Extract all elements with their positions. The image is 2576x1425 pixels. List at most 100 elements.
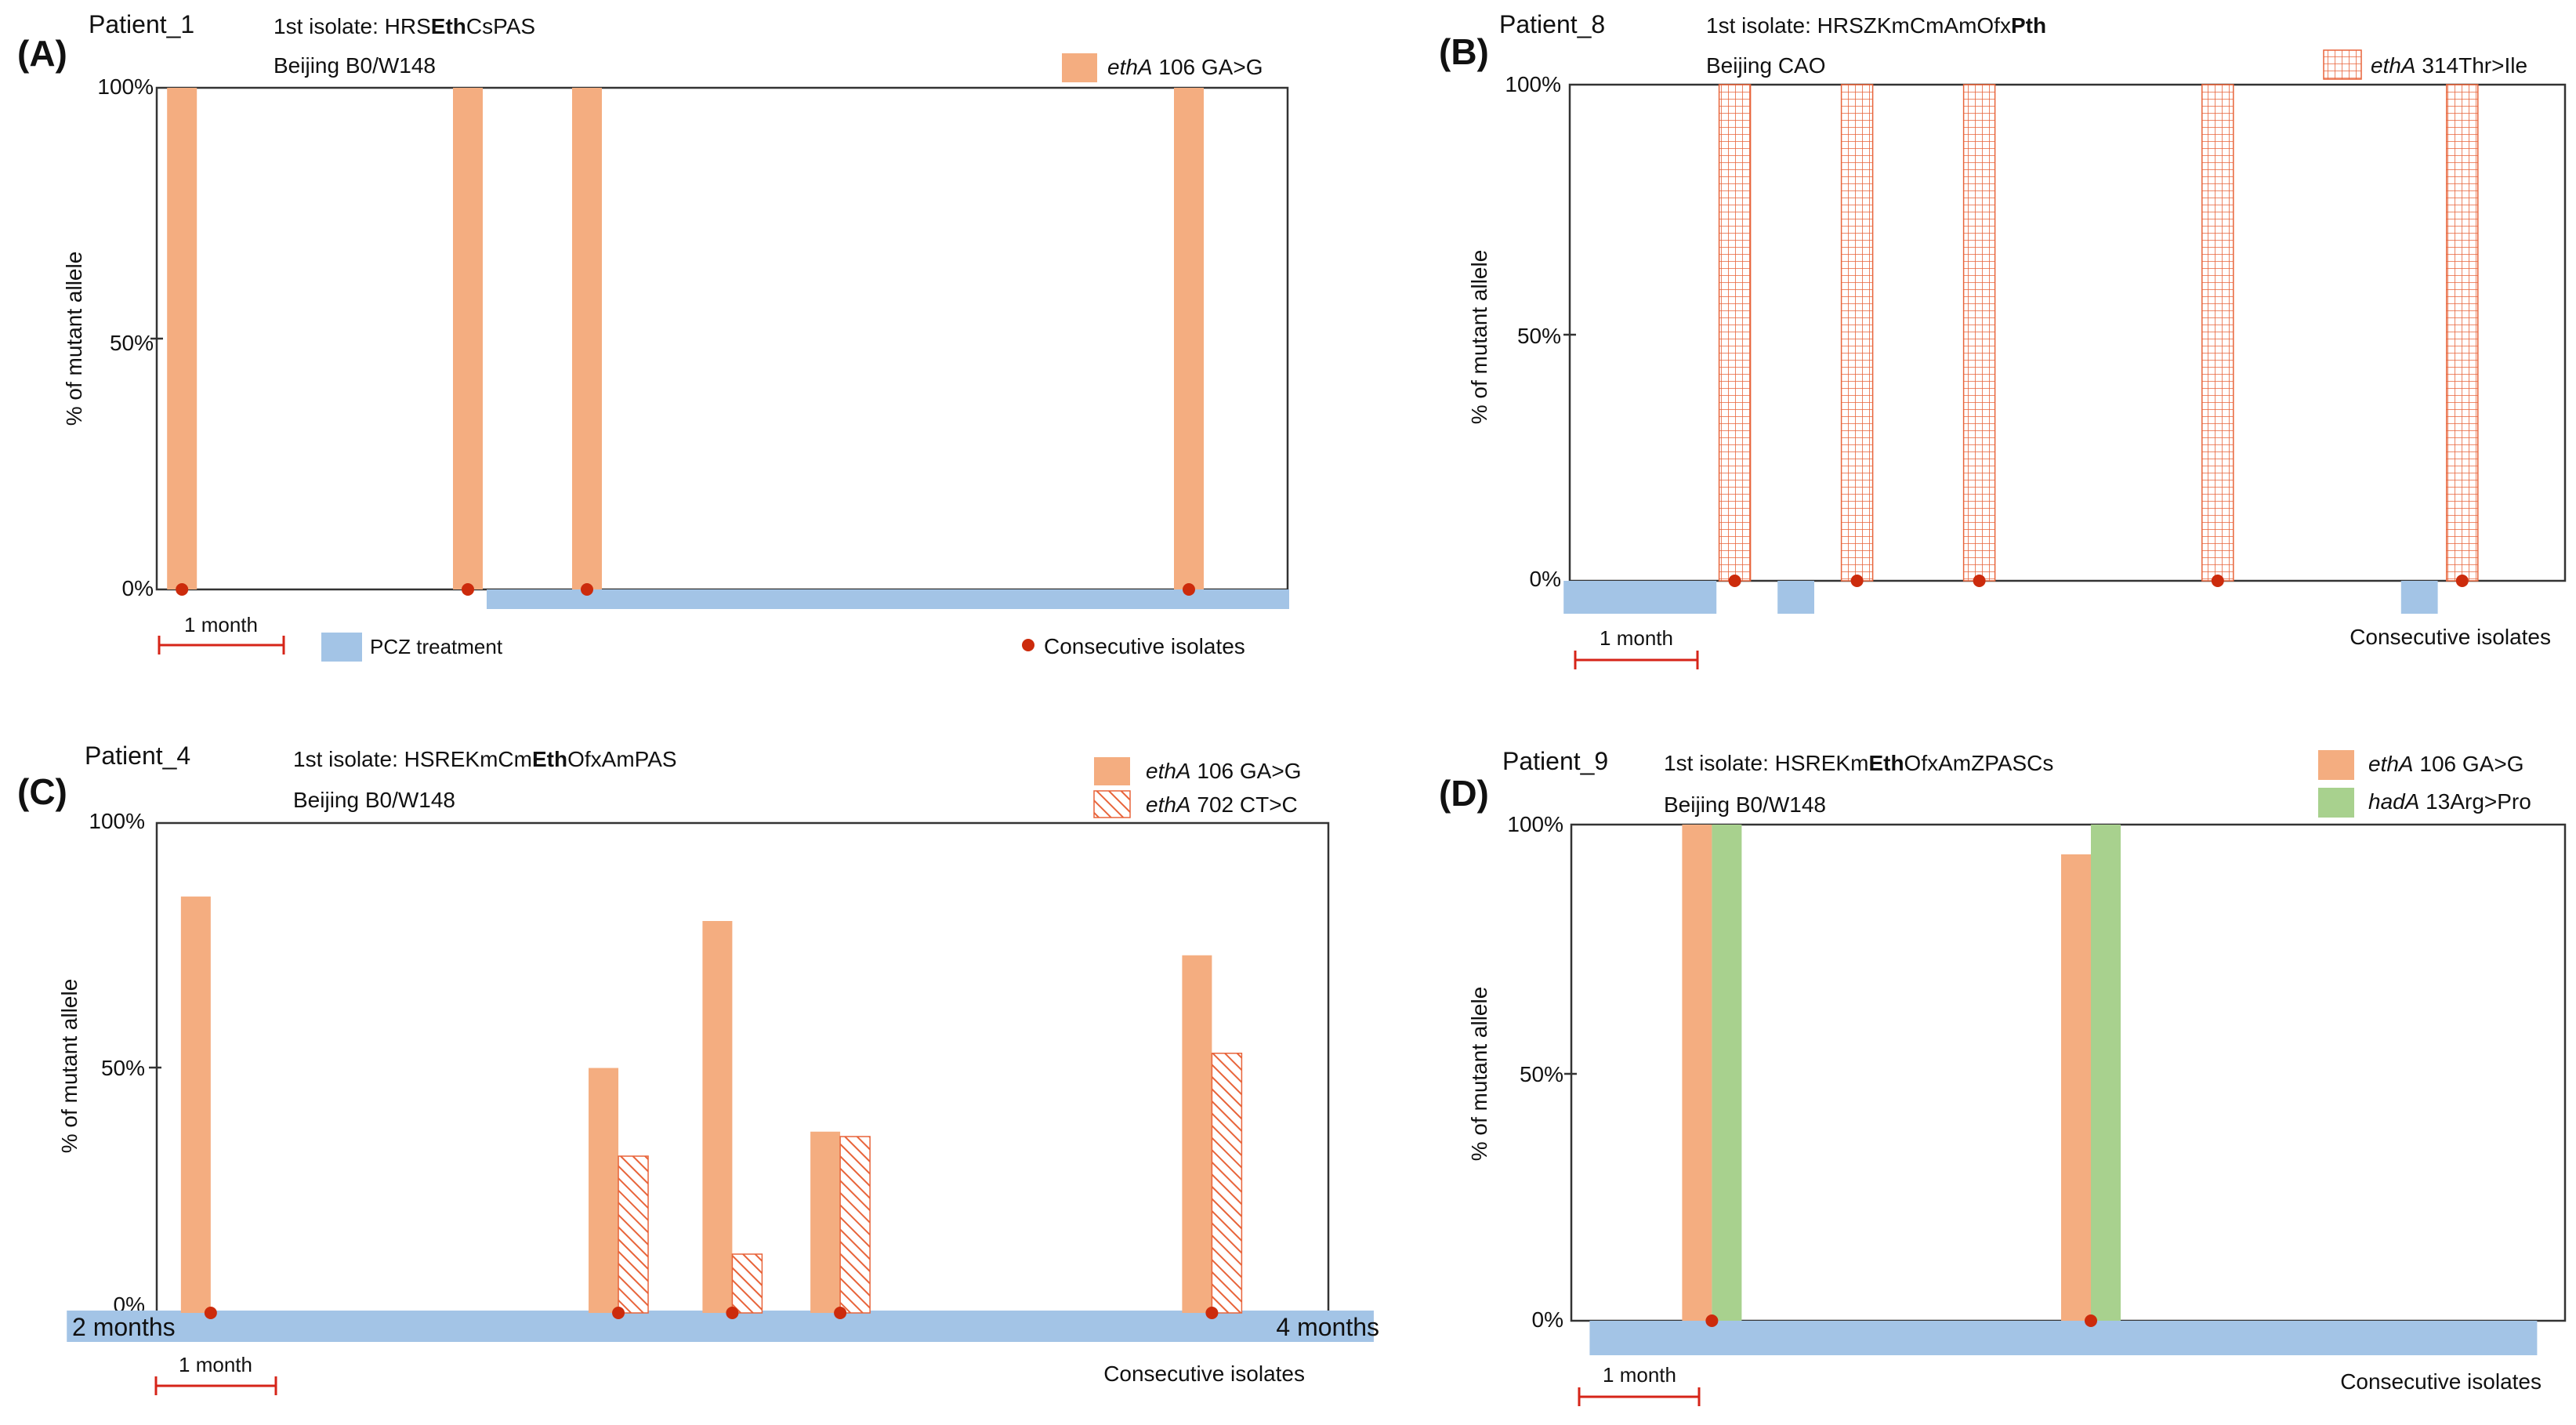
legend-label-etha-106: ethA 106 GA>G	[2368, 752, 2523, 776]
panel-b-plot-frame	[1568, 83, 2567, 582]
legend-label-etha-106: ethA 106 GA>G	[1146, 759, 1301, 783]
panel-a-legend: ethA 106 GA>G	[1062, 53, 1263, 82]
legend-label-hada-13: hadA 13Arg>Pro	[2368, 789, 2531, 814]
panel-a-lineage: Beijing B0/W148	[274, 53, 436, 78]
panel-b-ylabel: % of mutant allele	[1467, 250, 1491, 425]
treatment-band-1	[67, 1311, 1374, 1342]
ytick-100: 100%	[97, 74, 154, 99]
isolate-dot-4	[834, 1307, 847, 1319]
bar-etha-702-ct-c-1	[618, 1155, 649, 1314]
bar-etha-106-ga-g-3	[572, 88, 602, 589]
ytick-50: 50%	[110, 331, 154, 355]
legend-swatch-etha-106	[1094, 757, 1130, 785]
bar-etha-106-ga-g-2	[453, 88, 483, 589]
legend-label-consecutive-isolates: Consecutive isolates	[1044, 634, 1245, 658]
treatment-band-1	[1563, 581, 1717, 614]
panel-a-ylabel: % of mutant allele	[62, 252, 86, 426]
legend-label-etha-702: ethA 702 CT>C	[1146, 792, 1298, 817]
panel-d-letter: (D)	[1439, 773, 1489, 814]
legend-swatch-etha-106	[1062, 53, 1097, 82]
panel-a-plot-frame	[155, 86, 1289, 591]
ytick-100: 100%	[89, 809, 145, 833]
isolate-dot-1	[204, 1307, 217, 1319]
bar-etha-106-ga-g-4	[1174, 88, 1204, 589]
panel-c-letter: (C)	[17, 771, 67, 812]
panel-c-ylabel: % of mutant allele	[57, 979, 82, 1154]
legend-label-etha-314: ethA 314Thr>Ile	[2371, 53, 2527, 78]
ytick-0: 0%	[122, 576, 154, 600]
isolate-dot-2	[1850, 575, 1864, 587]
ytick-100: 100%	[1507, 812, 1563, 836]
ytick-100: 100%	[1505, 72, 1561, 96]
legend-swatch-pcz-treatment	[321, 633, 362, 662]
legend-swatch-etha-106	[2318, 750, 2354, 780]
bar-etha-314thr-ile-4	[2201, 84, 2234, 582]
isolate-dot-2	[2085, 1314, 2097, 1327]
treatment-start-label: 2 months	[72, 1313, 176, 1341]
panel-a-patient: Patient_1	[89, 10, 194, 38]
bar-etha-314thr-ile-1	[1718, 84, 1752, 582]
bar-etha-106-ga-g-5	[1182, 955, 1212, 1313]
bar-etha-106-ga-g-2	[589, 1068, 619, 1313]
panel-b-legend: ethA 314Thr>Ile	[2323, 49, 2527, 80]
legend-label-etha-106: ethA 106 GA>G	[1107, 55, 1263, 79]
legend-swatch-etha-314	[2323, 49, 2362, 80]
panel-c-legend: ethA 106 GA>G ethA 702 CT>C	[1093, 757, 1301, 818]
isolate-dot-2	[462, 583, 474, 596]
panel-d-scale-bar: 1 month	[1578, 1363, 1701, 1406]
treatment-band-3	[2400, 581, 2438, 614]
isolate-dot-2	[612, 1307, 625, 1319]
bar-etha-106-ga-g-1	[167, 88, 197, 589]
isolate-dot-1	[176, 583, 189, 596]
panel-b-bars	[1563, 84, 2479, 614]
scale-bar-label: 1 month	[179, 1353, 252, 1376]
scale-bar-label: 1 month	[1600, 626, 1673, 650]
isolate-dot-4	[2211, 575, 2224, 587]
panel-b-scale-bar: 1 month	[1574, 626, 1699, 669]
panel-b-lineage: Beijing CAO	[1706, 53, 1826, 78]
ytick-0: 0%	[1530, 567, 1561, 591]
isolate-dot-5	[2455, 575, 2469, 587]
isolate-dot-1	[1705, 1314, 1719, 1327]
bar-etha-106-ga-g-1	[180, 896, 211, 1313]
panel-a-bars	[167, 88, 1289, 609]
panel-c: (C) Patient_4 1st isolate: HSREKmCmEthOf…	[17, 742, 1379, 1395]
bar-etha-702-ct-c-2	[731, 1253, 763, 1314]
panel-c-scale-bar: 1 month	[154, 1353, 277, 1395]
panel-b-letter: (B)	[1439, 31, 1489, 72]
panel-d-isolate: 1st isolate: HSREKmEthOfxAmZPASCs	[1664, 751, 2053, 775]
consecutive-isolates-label: Consecutive isolates	[1103, 1362, 1305, 1386]
panel-d-ylabel: % of mutant allele	[1467, 987, 1491, 1162]
legend-isolate-dot	[1022, 639, 1034, 651]
ytick-50: 50%	[1520, 1062, 1563, 1086]
treatment-band-1	[1589, 1321, 2538, 1355]
panel-d-patient: Patient_9	[1502, 747, 1608, 775]
panel-d-bars	[1589, 825, 2538, 1355]
isolate-dot-3	[726, 1307, 739, 1319]
treatment-band-1	[487, 589, 1289, 609]
panel-b-yaxis: 100% 50% 0% % of mutant allele	[1467, 72, 1576, 591]
panel-a-letter: (A)	[17, 33, 67, 74]
panel-c-patient: Patient_4	[85, 742, 190, 770]
panel-c-lineage: Beijing B0/W148	[293, 788, 455, 812]
legend-swatch-hada-13	[2318, 788, 2354, 818]
consecutive-isolates-label: Consecutive isolates	[2340, 1369, 2542, 1394]
bar-etha-106-ga-g-3	[702, 921, 733, 1313]
scale-bar-label: 1 month	[184, 613, 258, 636]
bar-etha-702-ct-c-3	[839, 1136, 871, 1314]
ytick-0: 0%	[1532, 1307, 1563, 1332]
panel-c-plot-frame	[155, 821, 1330, 1314]
panel-a: (A) Patient_1 1st isolate: HRSEthCsPAS B…	[17, 10, 1289, 662]
scale-bar-label: 1 month	[1603, 1363, 1676, 1387]
bar-etha-702-ct-c-4	[1211, 1053, 1243, 1314]
bar-etha-106-ga-g-2	[2061, 854, 2091, 1321]
panel-c-isolate: 1st isolate: HSREKmCmEthOfxAmPAS	[293, 747, 677, 771]
isolate-dot-1	[1728, 575, 1741, 587]
ytick-50: 50%	[1517, 324, 1561, 348]
bar-hada-13arg-pro-2	[2091, 825, 2121, 1321]
panel-b-isolate: 1st isolate: HRSZKmCmAmOfxPth	[1706, 13, 2046, 38]
bar-etha-106-ga-g-1	[1682, 825, 1712, 1321]
bar-hada-13arg-pro-1	[1712, 825, 1742, 1321]
panel-d-legend: ethA 106 GA>G hadA 13Arg>Pro	[2318, 750, 2531, 818]
